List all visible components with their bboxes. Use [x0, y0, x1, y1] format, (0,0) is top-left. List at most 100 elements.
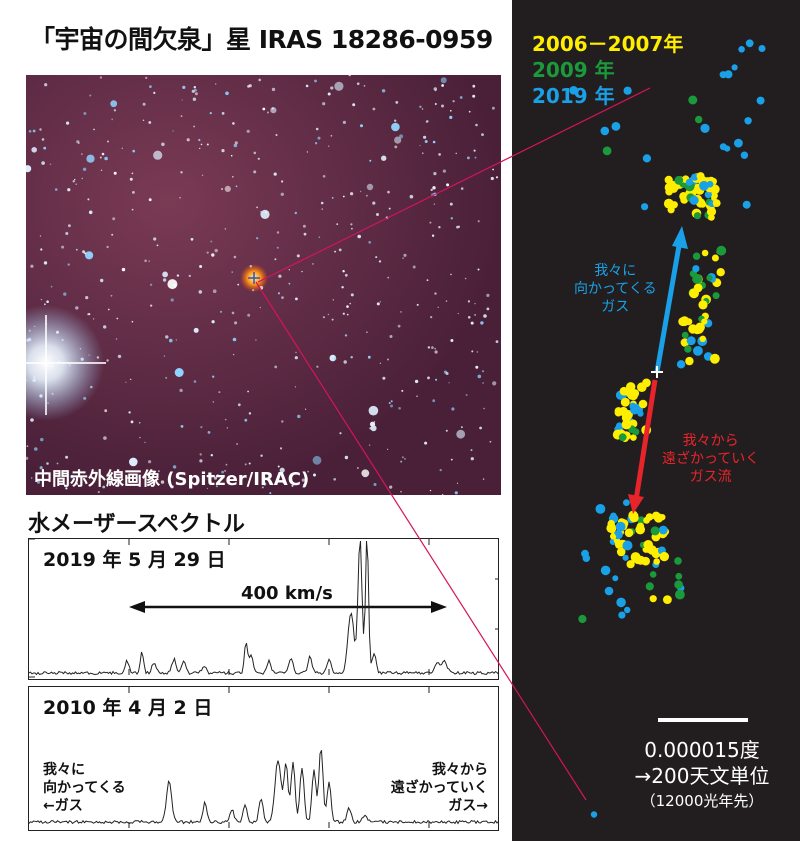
maser-spot [674, 557, 682, 565]
star [419, 144, 421, 147]
star [99, 76, 102, 79]
star [352, 103, 356, 107]
star [75, 248, 78, 251]
star [481, 133, 484, 136]
star [297, 414, 301, 419]
star [370, 425, 377, 432]
maser-spot [610, 533, 617, 540]
star [66, 121, 70, 125]
star [156, 244, 159, 247]
star [359, 190, 362, 193]
star [280, 192, 284, 196]
maser-spot [641, 556, 650, 566]
maser-spot [649, 595, 657, 603]
maser-spot [667, 206, 675, 214]
legend-2019: 2019 年 [532, 84, 615, 108]
star [477, 220, 480, 223]
star [331, 197, 334, 199]
approaching-gas-label: 我々に 向かってくる ガス [574, 263, 657, 315]
star [193, 380, 197, 383]
star [379, 362, 381, 364]
star [376, 302, 380, 306]
maser-spot [689, 288, 699, 299]
star [416, 303, 419, 306]
star [142, 102, 146, 106]
star [131, 320, 134, 323]
star [426, 279, 429, 282]
star [327, 313, 330, 316]
star [211, 320, 215, 324]
star [106, 245, 109, 249]
maser-spot [742, 200, 751, 209]
star [26, 456, 29, 460]
star [224, 469, 227, 472]
star [150, 304, 153, 307]
star [467, 300, 470, 303]
star [449, 115, 453, 119]
star [172, 130, 174, 132]
spectrum-heading: 水メーザースペクトル [28, 512, 245, 537]
star [445, 300, 448, 302]
star [456, 429, 466, 439]
star [432, 186, 436, 190]
star [342, 270, 345, 273]
star [46, 300, 49, 303]
star [104, 409, 108, 413]
star [302, 224, 306, 228]
star [40, 248, 43, 251]
maser-spot [614, 407, 623, 415]
maser-spot [701, 249, 709, 257]
star [423, 135, 427, 139]
star [138, 422, 141, 424]
star [334, 357, 337, 360]
star [39, 235, 42, 237]
star [317, 136, 321, 140]
star [460, 187, 464, 190]
star [54, 188, 58, 191]
star [65, 455, 69, 459]
star [457, 225, 461, 228]
star [253, 151, 257, 155]
star [232, 353, 235, 356]
star [387, 190, 390, 194]
star [161, 142, 165, 147]
maser-spot [684, 345, 692, 353]
star [148, 460, 152, 464]
maser-spot [756, 96, 765, 105]
star [480, 321, 484, 325]
star [490, 176, 494, 181]
star [434, 89, 437, 92]
maser-spot [689, 195, 699, 205]
star [87, 198, 90, 201]
star [207, 431, 211, 434]
star [434, 103, 437, 105]
maser-spot [636, 522, 645, 531]
star [129, 457, 138, 467]
star [400, 491, 402, 493]
maser-spot [716, 245, 727, 256]
star [256, 206, 258, 209]
star [30, 264, 34, 268]
star-field [26, 75, 501, 495]
maser-spot [675, 589, 685, 600]
star [175, 339, 177, 341]
maser-spot [693, 346, 703, 356]
star [231, 271, 233, 273]
star [278, 274, 282, 278]
star [110, 294, 113, 297]
star [312, 263, 314, 265]
star [439, 468, 442, 472]
star [145, 76, 148, 79]
maser-spot [649, 571, 657, 578]
star [237, 403, 241, 407]
star [248, 412, 252, 415]
maser-spot [691, 173, 699, 181]
maser-spot [623, 499, 630, 506]
maser-spot [621, 419, 632, 430]
star [43, 146, 47, 150]
maser-spot [696, 172, 705, 181]
star [482, 382, 484, 384]
star [46, 462, 49, 465]
star [400, 311, 402, 313]
star [190, 237, 194, 241]
